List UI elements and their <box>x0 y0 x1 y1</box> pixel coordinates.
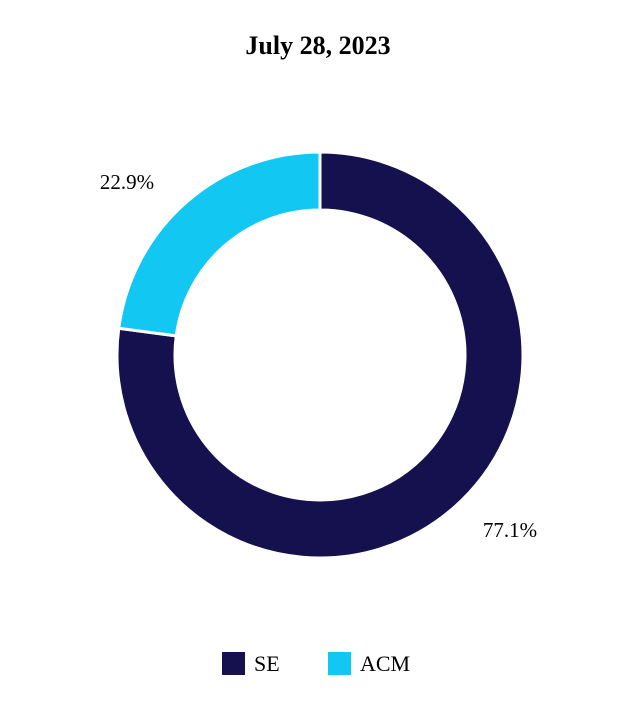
legend-swatch-se <box>222 652 245 675</box>
data-label-acm: 22.9% <box>100 170 154 194</box>
legend-swatch-acm <box>328 652 351 675</box>
data-labels: 77.1% 22.9% <box>100 170 537 542</box>
chart-title: July 28, 2023 <box>245 31 390 60</box>
legend: SE ACM <box>222 651 410 676</box>
data-label-se: 77.1% <box>483 518 537 542</box>
legend-label-se: SE <box>254 651 280 676</box>
slice-acm <box>117 150 322 338</box>
donut-slices <box>115 150 525 560</box>
legend-label-acm: ACM <box>360 651 410 676</box>
slice-se <box>115 150 525 560</box>
